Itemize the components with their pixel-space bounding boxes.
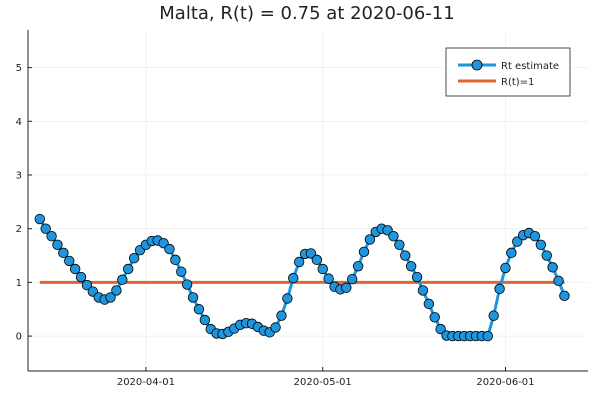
rt-estimate-point [199, 314, 211, 326]
rt-estimate-point [305, 248, 317, 259]
rt-estimate-point [411, 271, 423, 283]
series [34, 213, 570, 342]
rt-estimate-point [75, 271, 87, 283]
rt-estimate-point [128, 253, 140, 264]
x-tick-label: 2020-05-01 [294, 377, 352, 388]
y-tick-label: 0 [16, 332, 22, 343]
rt-estimate-point [535, 239, 547, 251]
rt-estimate-point [117, 274, 128, 285]
rt-estimate-point [405, 261, 417, 272]
rt-estimate-point [34, 213, 45, 225]
rt-estimate-point [482, 330, 493, 342]
rt-estimate-point [58, 247, 69, 259]
rt-estimate-point [170, 254, 181, 266]
y-tick-label: 1 [16, 278, 22, 289]
rt-estimate-point [364, 234, 376, 245]
y-tick-label: 5 [16, 63, 22, 74]
legend-box [445, 47, 571, 97]
rt-estimate-point [311, 254, 323, 266]
legend-ref-label: R(t)=1 [501, 77, 534, 88]
rt-estimate-point [512, 236, 523, 247]
rt-estimate-point [46, 231, 57, 242]
rt-estimate-point [111, 285, 122, 296]
rt-estimate-point [388, 231, 399, 242]
rt-estimate-point [429, 312, 440, 323]
rt-estimate-point [123, 263, 134, 275]
rt-estimate-point [494, 283, 505, 295]
rt-estimate-point [559, 290, 570, 302]
rt-estimate-point [276, 310, 287, 321]
rt-estimate-point [193, 304, 205, 315]
rt-estimate-point [270, 322, 281, 333]
legend-rt-marker [471, 59, 483, 71]
legend-rt-label: Rt estimate [501, 61, 559, 72]
rt-estimate-point [488, 310, 499, 321]
legend: Rt estimate R(t)=1 [445, 47, 571, 97]
y-tick-label: 3 [16, 170, 22, 181]
rt-estimate-point [288, 272, 299, 284]
rt-estimate-point [394, 239, 405, 251]
rt-estimate-point [500, 262, 511, 274]
axes [27, 30, 588, 372]
ticks: 0 1 2 3 4 5 2020-04-01 2020-05-01 2020-06-01 [16, 63, 535, 388]
rt-estimate-point [52, 239, 63, 251]
rt-estimate-point [506, 247, 517, 259]
x-tick-label: 2020-04-01 [117, 377, 175, 388]
rt-estimate-point [293, 256, 305, 268]
rt-estimate-point [352, 261, 364, 272]
rt-estimate-point [435, 323, 446, 335]
rt-estimate-point [176, 266, 187, 277]
rt-estimate-point [81, 279, 93, 291]
rt-estimate-point [423, 298, 435, 310]
rt-estimate-point [541, 250, 552, 261]
rt-estimate-point [553, 275, 564, 286]
rt-estimate-point [547, 262, 558, 273]
rt-estimate-point [105, 292, 116, 303]
rt-estimate-point [358, 246, 370, 257]
rt-estimate-point [323, 273, 334, 284]
rt-estimate-point [40, 223, 51, 234]
x-tick-label: 2020-06-01 [476, 377, 534, 388]
y-tick-label: 2 [16, 224, 22, 235]
y-tick-label: 4 [16, 117, 22, 128]
rt-estimate-point [347, 273, 358, 285]
rt-estimate-point [341, 282, 352, 293]
rt-estimate-point [417, 285, 429, 296]
rt-estimate-point [187, 292, 199, 303]
rt-estimate-point [400, 250, 411, 261]
rt-estimate-point [282, 293, 293, 304]
chart-title: Malta, R(t) = 0.75 at 2020-06-11 [159, 3, 454, 24]
rt-estimate-point [69, 263, 81, 275]
rt-estimate-point [529, 231, 541, 242]
rt-estimate-point [317, 263, 328, 275]
rt-estimate-point [164, 243, 175, 255]
rt-estimate-point [181, 279, 193, 290]
rt-estimate-point [64, 255, 75, 267]
